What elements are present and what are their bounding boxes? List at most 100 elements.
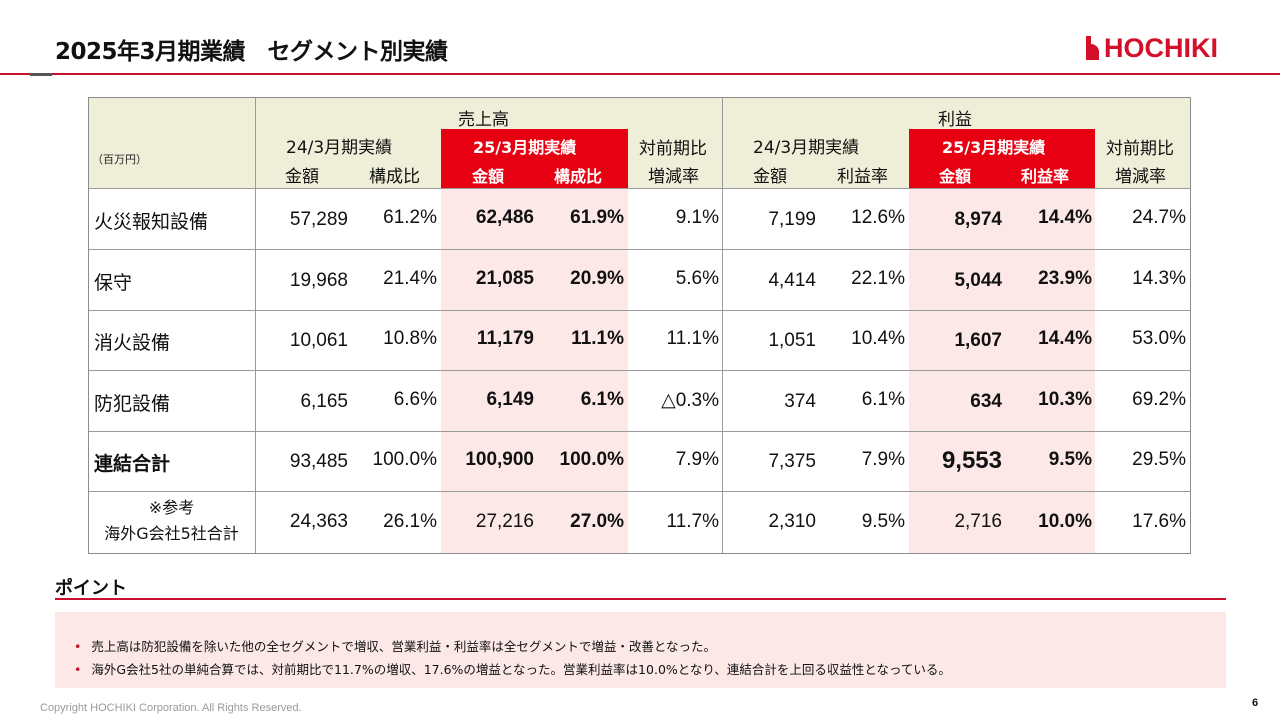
row-label-overseas-group: 海外G会社5社合計 <box>104 524 239 543</box>
table-cell: 23.9% <box>1038 268 1092 289</box>
list-item: • 海外G会社5社の単純合算では、対前期比で11.7%の増収、17.6%の増益とな… <box>74 659 951 678</box>
table-cell: 11,179 <box>476 328 534 349</box>
table-cell: 374 <box>784 391 816 412</box>
table-cell: 21.4% <box>383 268 437 289</box>
table-cell: 6.6% <box>393 389 437 410</box>
segment-results-table: 売上高 利益 （百万円） 24/3月期実績 25/3月期実績 対前期比 24/3… <box>88 97 1191 554</box>
table-cell: 61.9% <box>570 207 624 228</box>
table-cell: 14.3% <box>1132 268 1186 289</box>
header-profit-prev-year: 24/3月期実績 <box>753 138 860 158</box>
header-sales-yoy-1: 対前期比 <box>639 139 707 159</box>
table-cell: 21,085 <box>475 268 534 289</box>
table-cell: 26.1% <box>383 511 437 532</box>
page-title: 2025年3月期業績 セグメント別実績 <box>55 39 448 65</box>
table-cell: 27,216 <box>475 511 534 532</box>
table-cell: 634 <box>970 391 1002 412</box>
table-cell: 10.0% <box>1038 511 1092 532</box>
table-cell: 61.2% <box>383 207 437 228</box>
table-cell: 7.9% <box>675 449 719 470</box>
table-cell: 2,310 <box>768 511 816 532</box>
table-cell: 9.1% <box>675 207 719 228</box>
logo-text: HOCHIKI <box>1104 33 1218 63</box>
profit-current-header-bg <box>909 129 1095 188</box>
table-cell: 9,553 <box>941 447 1002 474</box>
table-cell: △0.3% <box>661 390 719 411</box>
header-profit-yoy-1: 対前期比 <box>1106 139 1174 159</box>
header-profit-group: 利益 <box>938 110 972 130</box>
header-sales-curr-amount: 金額 <box>472 167 505 186</box>
points-heading: ポイント <box>55 578 127 599</box>
header-sales-curr-year: 25/3月期実績 <box>473 138 577 157</box>
row-label-consolidated-total: 連結合計 <box>94 453 171 475</box>
points-box <box>55 612 1226 688</box>
row-label-security: 防犯設備 <box>94 393 171 415</box>
points-underline <box>55 598 1226 600</box>
table-cell: 62,486 <box>475 207 534 228</box>
table-border <box>88 97 1191 554</box>
table-cell: 6,149 <box>486 389 534 410</box>
table-cell: 6.1% <box>580 389 624 410</box>
table-cell: 22.1% <box>851 268 905 289</box>
table-cell: 11.1% <box>666 328 719 349</box>
header-profit-curr-year: 25/3月期実績 <box>942 138 1046 157</box>
table-cell: 20.9% <box>570 268 624 289</box>
table-cell: 10,061 <box>289 330 348 351</box>
header-profit-curr-amount: 金額 <box>939 167 972 186</box>
page-number: 6 <box>1252 697 1259 709</box>
title-underline-accent <box>30 73 52 76</box>
header-sales-yoy-2: 増減率 <box>648 167 699 187</box>
table-cell: 11.1% <box>571 328 624 349</box>
bullet-icon: • <box>74 639 82 654</box>
header-profit-curr-rate: 利益率 <box>1021 167 1070 186</box>
table-cell: 24,363 <box>289 511 348 532</box>
table-cell: 100.0% <box>372 449 437 470</box>
table-cell: 5,044 <box>954 270 1002 291</box>
company-logo: HOCHIKI <box>1086 34 1256 62</box>
point-text-1: 売上高は防犯設備を除いた他の全セグメントで増収、営業利益・利益率は全セグメントで… <box>91 639 717 654</box>
table-cell: 57,289 <box>289 209 348 230</box>
table-cell: 27.0% <box>570 511 624 532</box>
table-cell: 24.7% <box>1132 207 1186 228</box>
header-profit-prev-amount: 金額 <box>753 167 787 187</box>
table-cell: 6.1% <box>861 389 905 410</box>
sales-current-header-bg <box>441 129 628 188</box>
row-label-fire-extinguishing: 消火設備 <box>94 332 171 354</box>
table-cell: 14.4% <box>1038 207 1092 228</box>
logo-mark-icon <box>1086 36 1102 60</box>
header-sales-prev-amount: 金額 <box>285 167 319 187</box>
point-text-2: 海外G会社5社の単純合算では、対前期比で11.7%の増収、17.6%の増益となっ… <box>91 662 951 677</box>
header-profit-prev-rate: 利益率 <box>837 167 888 187</box>
row-label-reference-note: ※参考 <box>148 498 195 517</box>
table-cell: 29.5% <box>1132 449 1186 470</box>
table-cell: 100,900 <box>465 449 534 470</box>
list-item: • 売上高は防犯設備を除いた他の全セグメントで増収、営業利益・利益率は全セグメント… <box>74 636 716 655</box>
table-cell: 17.6% <box>1132 511 1186 532</box>
table-cell: 4,414 <box>768 270 816 291</box>
table-cell: 69.2% <box>1132 389 1186 410</box>
table-cell: 2,716 <box>954 511 1002 532</box>
table-cell: 5.6% <box>675 268 719 289</box>
table-cell: 11.7% <box>666 511 719 532</box>
header-sales-prev-composition: 構成比 <box>369 167 420 187</box>
table-cell: 10.8% <box>383 328 437 349</box>
table-cell: 9.5% <box>1048 449 1092 470</box>
table-cell: 93,485 <box>289 451 348 472</box>
table-cell: 7,375 <box>768 451 816 472</box>
table-cell: 8,974 <box>954 209 1002 230</box>
table-cell: 19,968 <box>289 270 348 291</box>
table-cell: 7,199 <box>768 209 816 230</box>
table-cell: 1,051 <box>768 330 816 351</box>
table-cell: 12.6% <box>851 207 905 228</box>
table-cell: 1,607 <box>954 330 1002 351</box>
header-profit-yoy-2: 増減率 <box>1115 167 1166 187</box>
copyright-text: Copyright HOCHIKI Corporation. All Right… <box>40 702 302 714</box>
title-underline <box>0 73 1280 75</box>
table-cell: 14.4% <box>1038 328 1092 349</box>
header-sales-group: 売上高 <box>458 110 509 130</box>
header-sales-prev-year: 24/3月期実績 <box>286 138 393 158</box>
header-unit: （百万円） <box>92 153 147 166</box>
table-cell: 10.4% <box>851 328 905 349</box>
table-cell: 6,165 <box>300 391 348 412</box>
header-sales-curr-composition: 構成比 <box>554 167 603 186</box>
row-label-maintenance: 保守 <box>94 272 133 294</box>
